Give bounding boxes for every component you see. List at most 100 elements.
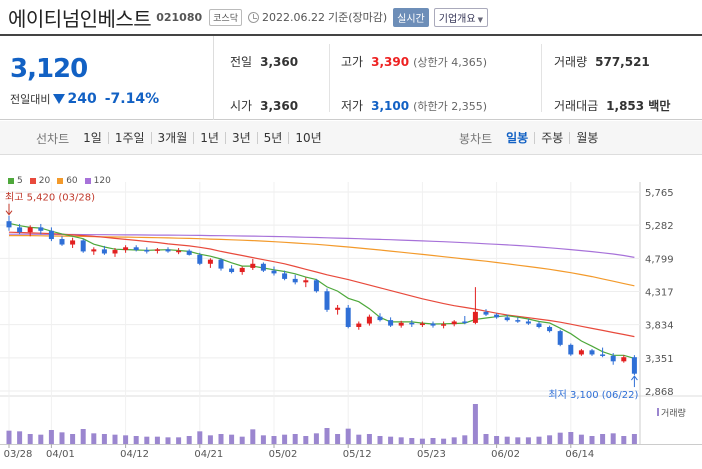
period-monthly[interactable]: 월봉 xyxy=(569,132,604,144)
line-chart-periods: 선차트 1일 1주일 3개월 1년 3년 5년 10년 xyxy=(36,121,328,155)
company-info-dropdown[interactable]: 기업개요 ▼ xyxy=(433,7,488,27)
divider xyxy=(329,44,330,112)
amount-label: 거래대금 xyxy=(554,99,599,113)
lower-limit: (하한가 2,355) xyxy=(413,100,487,113)
volume-bar xyxy=(59,432,65,444)
prev-close: 전일 3,360 xyxy=(230,53,298,70)
candle-body xyxy=(631,357,637,374)
volume-bar xyxy=(282,434,288,444)
volume-bar xyxy=(101,434,107,444)
candle-body xyxy=(313,280,319,292)
volume-legend-swatch xyxy=(657,408,659,416)
candle-body xyxy=(504,317,510,321)
volume-bar xyxy=(388,436,394,444)
price-box: 3,120 전일대비 240 -7.14% xyxy=(0,36,214,120)
candle-body xyxy=(271,270,277,274)
candle-body xyxy=(472,311,478,323)
period-1w[interactable]: 1주일 xyxy=(107,132,151,144)
period-daily[interactable]: 일봉 xyxy=(506,131,529,145)
period-5y[interactable]: 5년 xyxy=(256,132,289,144)
volume-bar xyxy=(430,438,436,444)
volume-bar xyxy=(48,430,54,444)
candle-body xyxy=(600,354,606,356)
divider xyxy=(541,44,542,112)
candle-body xyxy=(366,316,372,324)
legend-label: 5 xyxy=(17,176,23,186)
volume-bar xyxy=(578,434,584,444)
legend-swatch xyxy=(57,178,64,184)
volume-bar xyxy=(504,436,510,444)
volume-bar xyxy=(186,436,192,444)
candle-body xyxy=(451,321,457,325)
candle-body xyxy=(38,227,44,231)
candle-body xyxy=(133,247,139,251)
candle-body xyxy=(568,344,574,355)
period-1y[interactable]: 1년 xyxy=(193,132,225,144)
candle-body xyxy=(218,259,224,269)
high-label: 고가 xyxy=(341,55,364,69)
volume-bar xyxy=(260,435,266,444)
period-selector: 선차트 1일 1주일 3개월 1년 3년 5년 10년 봉차트 일봉 주봉 월봉 xyxy=(0,121,702,155)
x-tick-label: 03/28 xyxy=(4,449,33,460)
period-3y[interactable]: 3년 xyxy=(224,132,257,144)
low-label: 저가 xyxy=(341,99,364,113)
period-1d[interactable]: 1일 xyxy=(83,131,102,145)
volume-bar xyxy=(229,434,235,444)
volume-bar xyxy=(38,434,44,444)
x-tick-label: 05/23 xyxy=(417,449,446,460)
volume-bar xyxy=(197,431,203,444)
x-tick-label: 04/01 xyxy=(46,449,75,460)
open-value: 3,360 xyxy=(260,99,299,113)
candle-body xyxy=(557,331,563,345)
low-price: 저가 3,100 (하한가 2,355) xyxy=(341,97,487,114)
volume-bar xyxy=(112,434,118,444)
arrow-head xyxy=(5,210,13,216)
quote-summary: 3,120 전일대비 240 -7.14% 전일 3,360 시가 3,360 고가… xyxy=(0,34,702,120)
period-10y[interactable]: 10년 xyxy=(288,132,327,144)
candle-body xyxy=(197,254,203,264)
volume-bar xyxy=(292,434,298,444)
quote-date: 2022.06.22 xyxy=(261,10,325,24)
y-tick-label: 4,799 xyxy=(645,254,674,265)
volume-bar xyxy=(631,434,637,444)
candle-body xyxy=(303,280,309,283)
high-annotation: 최고 5,420 (03/28) xyxy=(5,192,95,204)
candle-body xyxy=(292,278,298,283)
volume-bar xyxy=(409,438,415,444)
period-weekly[interactable]: 주봉 xyxy=(534,132,569,144)
volume-value: 577,521 xyxy=(595,55,650,69)
candle-body xyxy=(176,250,182,253)
candle-body xyxy=(154,249,160,251)
legend-ma20: 20 xyxy=(29,176,50,186)
volume-bar xyxy=(70,434,76,444)
volume-bar xyxy=(345,428,351,444)
volume-bar xyxy=(239,436,245,444)
candle-body xyxy=(324,291,330,310)
volume-bar xyxy=(154,436,160,444)
candle-body xyxy=(250,263,256,268)
volume-bar xyxy=(271,436,277,444)
candle-body xyxy=(409,322,415,325)
candle-body xyxy=(345,307,351,327)
candle-body xyxy=(335,307,341,310)
volume-label: 거래량 xyxy=(661,407,686,419)
x-tick-label: 05/02 xyxy=(269,449,298,460)
volume-bar xyxy=(419,438,425,444)
quote-basis: 기준(장마감) xyxy=(327,11,388,24)
high-value: 3,390 xyxy=(371,55,410,69)
stock-name: 에이티넘인베스트 xyxy=(8,6,152,31)
volume-bar xyxy=(515,437,521,444)
volume-bar xyxy=(494,436,500,444)
volume-bar xyxy=(462,435,468,444)
candle-body xyxy=(483,311,489,315)
volume-bar xyxy=(557,432,563,444)
volume: 거래량 577,521 xyxy=(554,53,650,70)
candle-body xyxy=(430,323,436,326)
candle-body xyxy=(578,350,584,355)
realtime-button[interactable]: 실시간 xyxy=(393,7,429,27)
period-3m[interactable]: 3개월 xyxy=(150,132,194,144)
candle-body xyxy=(589,350,595,355)
volume-bar xyxy=(324,428,330,444)
high-price: 고가 3,390 (상한가 4,365) xyxy=(341,53,487,70)
x-tick-label: 06/02 xyxy=(491,449,520,460)
